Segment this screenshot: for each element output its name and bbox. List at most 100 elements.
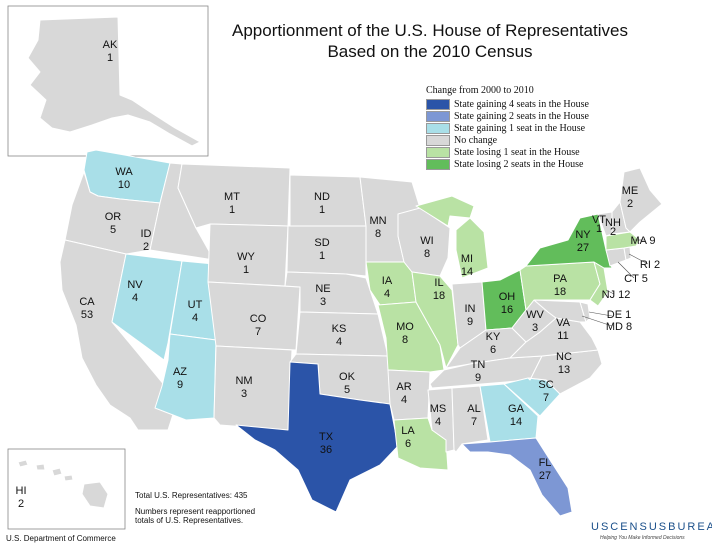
label-CA-seats: 53 [81, 309, 93, 321]
leader-RI [628, 253, 649, 265]
label-AZ-seats: 9 [177, 379, 183, 391]
label-OR-abbr: OR [105, 211, 122, 223]
numbers-note-line-1: Numbers represent reapportioned [135, 507, 256, 516]
label-MT-abbr: MT [224, 191, 240, 203]
state-LA[interactable] [393, 417, 449, 471]
label-WY-abbr: WY [237, 251, 255, 263]
label-FL-abbr: FL [539, 457, 552, 469]
leader-NJ [605, 289, 615, 295]
label-TN-seats: 9 [475, 372, 481, 384]
label-NY-abbr: NY [575, 229, 591, 241]
label-CT: CT 5 [624, 273, 648, 285]
legend-item: State losing 2 seats in the House [426, 159, 589, 170]
label-IL-seats: 18 [433, 290, 445, 302]
label-SD-seats: 1 [319, 250, 325, 262]
label-IA-abbr: IA [382, 275, 393, 287]
label-UT-seats: 4 [192, 312, 198, 324]
label-AL-seats: 7 [471, 416, 477, 428]
label-IN-seats: 9 [467, 316, 473, 328]
legend-item: State gaining 4 seats in the House [426, 99, 589, 110]
state-ME[interactable] [619, 167, 663, 233]
label-IL-abbr: IL [434, 277, 443, 289]
leader-MD [581, 315, 613, 327]
legend-swatch [426, 135, 450, 146]
state-NM[interactable] [213, 345, 293, 431]
state-TX[interactable] [235, 361, 399, 513]
state-CT[interactable] [605, 247, 627, 267]
label-KS-seats: 4 [336, 336, 342, 348]
label-CO-abbr: CO [250, 313, 267, 325]
legend-swatch [426, 147, 450, 158]
label-WV-seats: 3 [532, 322, 538, 334]
label-AR-abbr: AR [396, 381, 411, 393]
label-VT-abbr: VT [592, 214, 606, 226]
map-title: Apportionment of the U.S. House of Repre… [220, 20, 640, 62]
label-WY-seats: 1 [243, 264, 249, 276]
label-PA-seats: 18 [554, 286, 566, 298]
label-OK-abbr: OK [339, 371, 356, 383]
label-WI-seats: 8 [424, 248, 430, 260]
label-NV-seats: 4 [132, 292, 138, 304]
label-MS-abbr: MS [430, 403, 447, 415]
state-IL[interactable] [411, 271, 459, 369]
state-NY[interactable] [525, 213, 613, 269]
label-NE-abbr: NE [315, 283, 330, 295]
legend-swatch [426, 99, 450, 110]
label-MN-seats: 8 [375, 228, 381, 240]
label-UT-abbr: UT [188, 299, 203, 311]
label-WV-abbr: WV [526, 309, 544, 321]
legend-swatch [426, 159, 450, 170]
label-GA-abbr: GA [508, 403, 525, 415]
label-IN-abbr: IN [465, 303, 476, 315]
label-ND-seats: 1 [319, 204, 325, 216]
label-AR-seats: 4 [401, 394, 407, 406]
state-AR[interactable] [387, 369, 431, 421]
label-FL-seats: 27 [539, 470, 551, 482]
label-AK-abbr: AK [103, 39, 118, 51]
label-OH-seats: 16 [501, 304, 513, 316]
state-DE[interactable] [579, 301, 591, 323]
label-NH-seats: 2 [610, 226, 616, 238]
label-PA-abbr: PA [553, 273, 568, 285]
label-NE-seats: 3 [320, 296, 326, 308]
legend-item: State gaining 1 seat in the House [426, 123, 589, 134]
numbers-note-line-2: totals of U.S. Representatives. [135, 516, 244, 525]
label-CO-seats: 7 [255, 326, 261, 338]
state-labels: WA10OR5CA53ID2NV4UT4AZ9MT1WY1CO7NM3ND1SD… [16, 39, 661, 510]
state-GA[interactable] [479, 383, 539, 443]
label-AZ-abbr: AZ [173, 366, 187, 378]
label-DE: DE 1 [607, 309, 631, 321]
total-note: Total U.S. Representatives: 435 [135, 491, 248, 500]
legend-label: State losing 2 seats in the House [454, 159, 584, 170]
legend-label: State gaining 2 seats in the House [454, 111, 589, 122]
label-TN-abbr: TN [471, 359, 486, 371]
label-ME-abbr: ME [622, 185, 639, 197]
label-KS-abbr: KS [332, 323, 347, 335]
state-CA[interactable] [59, 239, 177, 431]
label-MI-seats: 14 [461, 266, 473, 278]
label-WA-seats: 10 [118, 179, 130, 191]
department-label: U.S. Department of Commerce [6, 534, 116, 543]
leader-CT [617, 261, 635, 279]
legend-label: State gaining 1 seat in the House [454, 123, 586, 134]
legend-label: State losing 1 seat in the House [454, 147, 580, 158]
state-MI[interactable] [415, 195, 489, 279]
label-HI-abbr: HI [16, 485, 27, 497]
state-FL[interactable] [461, 437, 573, 517]
label-MN-abbr: MN [369, 215, 386, 227]
label-TX-abbr: TX [319, 431, 334, 443]
label-RI: RI 2 [640, 259, 660, 271]
label-MA: MA 9 [630, 235, 655, 247]
label-AL-abbr: AL [467, 403, 480, 415]
title-line-2: Based on the 2010 Census [327, 42, 533, 61]
label-MD: MD 8 [606, 321, 632, 333]
label-ND-abbr: ND [314, 191, 330, 203]
label-MO-seats: 8 [402, 334, 408, 346]
label-NM-abbr: NM [235, 375, 252, 387]
state-SD[interactable] [286, 225, 367, 277]
label-KY-seats: 6 [490, 344, 496, 356]
state-HI[interactable] [17, 459, 109, 509]
label-GA-seats: 14 [510, 416, 522, 428]
state-NV[interactable] [111, 253, 183, 361]
state-AK[interactable] [27, 16, 201, 147]
